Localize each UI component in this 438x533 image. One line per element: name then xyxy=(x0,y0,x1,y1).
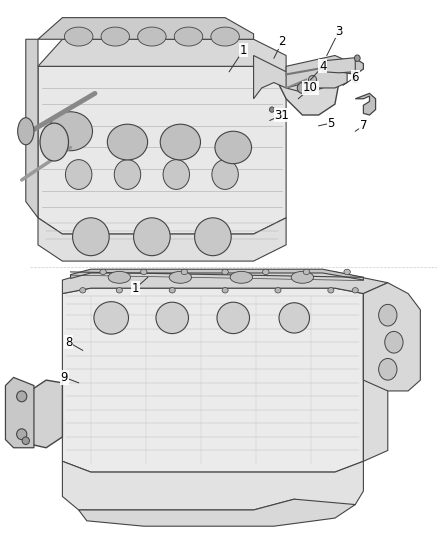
Ellipse shape xyxy=(114,160,141,189)
Polygon shape xyxy=(62,272,388,294)
Polygon shape xyxy=(355,93,376,115)
Ellipse shape xyxy=(94,302,128,334)
Polygon shape xyxy=(38,39,286,77)
Text: 3: 3 xyxy=(336,25,343,38)
Ellipse shape xyxy=(378,304,397,326)
Ellipse shape xyxy=(275,288,281,293)
Polygon shape xyxy=(38,218,286,261)
Ellipse shape xyxy=(40,123,68,161)
Polygon shape xyxy=(364,282,420,391)
Text: 8: 8 xyxy=(65,336,72,349)
Ellipse shape xyxy=(217,302,250,334)
Ellipse shape xyxy=(230,271,253,283)
Ellipse shape xyxy=(352,288,358,293)
Ellipse shape xyxy=(107,124,148,160)
Ellipse shape xyxy=(215,131,251,164)
Polygon shape xyxy=(71,269,364,280)
Text: 31: 31 xyxy=(275,109,290,122)
Ellipse shape xyxy=(385,332,403,353)
Ellipse shape xyxy=(194,218,231,256)
Polygon shape xyxy=(278,61,339,115)
Text: 4: 4 xyxy=(319,60,326,73)
Polygon shape xyxy=(62,461,364,510)
Ellipse shape xyxy=(169,271,191,283)
Ellipse shape xyxy=(156,302,188,334)
Polygon shape xyxy=(79,499,355,526)
Ellipse shape xyxy=(291,271,314,283)
Ellipse shape xyxy=(163,160,190,189)
Text: 9: 9 xyxy=(61,371,68,384)
Ellipse shape xyxy=(49,112,92,151)
Ellipse shape xyxy=(353,77,358,83)
Ellipse shape xyxy=(134,218,170,256)
Ellipse shape xyxy=(328,288,334,293)
Polygon shape xyxy=(364,282,388,461)
Ellipse shape xyxy=(17,429,27,440)
Polygon shape xyxy=(26,380,62,448)
Ellipse shape xyxy=(22,437,29,445)
Ellipse shape xyxy=(174,27,203,46)
Text: 1: 1 xyxy=(132,281,139,295)
Ellipse shape xyxy=(141,269,147,274)
Polygon shape xyxy=(339,58,364,75)
Ellipse shape xyxy=(100,269,106,274)
Polygon shape xyxy=(5,377,34,448)
Ellipse shape xyxy=(117,288,122,293)
Ellipse shape xyxy=(269,107,274,112)
Ellipse shape xyxy=(64,27,93,46)
Ellipse shape xyxy=(212,160,238,189)
Ellipse shape xyxy=(101,27,130,46)
Ellipse shape xyxy=(297,83,307,93)
Ellipse shape xyxy=(80,288,86,293)
Text: 5: 5 xyxy=(327,117,335,130)
Text: 2: 2 xyxy=(278,36,286,49)
Ellipse shape xyxy=(378,359,397,380)
Ellipse shape xyxy=(181,269,187,274)
Text: 10: 10 xyxy=(303,82,318,94)
Ellipse shape xyxy=(108,271,131,283)
Ellipse shape xyxy=(262,269,269,274)
Ellipse shape xyxy=(160,124,201,160)
Polygon shape xyxy=(254,55,323,99)
Polygon shape xyxy=(38,66,286,234)
Ellipse shape xyxy=(17,391,27,402)
Ellipse shape xyxy=(65,160,92,189)
Ellipse shape xyxy=(18,118,34,145)
Ellipse shape xyxy=(303,269,310,274)
Ellipse shape xyxy=(279,303,310,333)
Ellipse shape xyxy=(344,269,350,274)
Text: 7: 7 xyxy=(360,119,367,132)
Text: 6: 6 xyxy=(352,71,359,84)
Ellipse shape xyxy=(222,288,228,293)
Ellipse shape xyxy=(354,55,360,61)
Ellipse shape xyxy=(308,76,317,84)
Ellipse shape xyxy=(138,27,166,46)
Polygon shape xyxy=(26,39,38,218)
Ellipse shape xyxy=(222,269,228,274)
Polygon shape xyxy=(38,18,254,39)
Polygon shape xyxy=(286,55,347,88)
Ellipse shape xyxy=(211,27,239,46)
Polygon shape xyxy=(62,288,364,472)
Ellipse shape xyxy=(169,288,175,293)
Text: 1: 1 xyxy=(240,44,247,56)
Polygon shape xyxy=(323,58,355,73)
Ellipse shape xyxy=(73,218,109,256)
